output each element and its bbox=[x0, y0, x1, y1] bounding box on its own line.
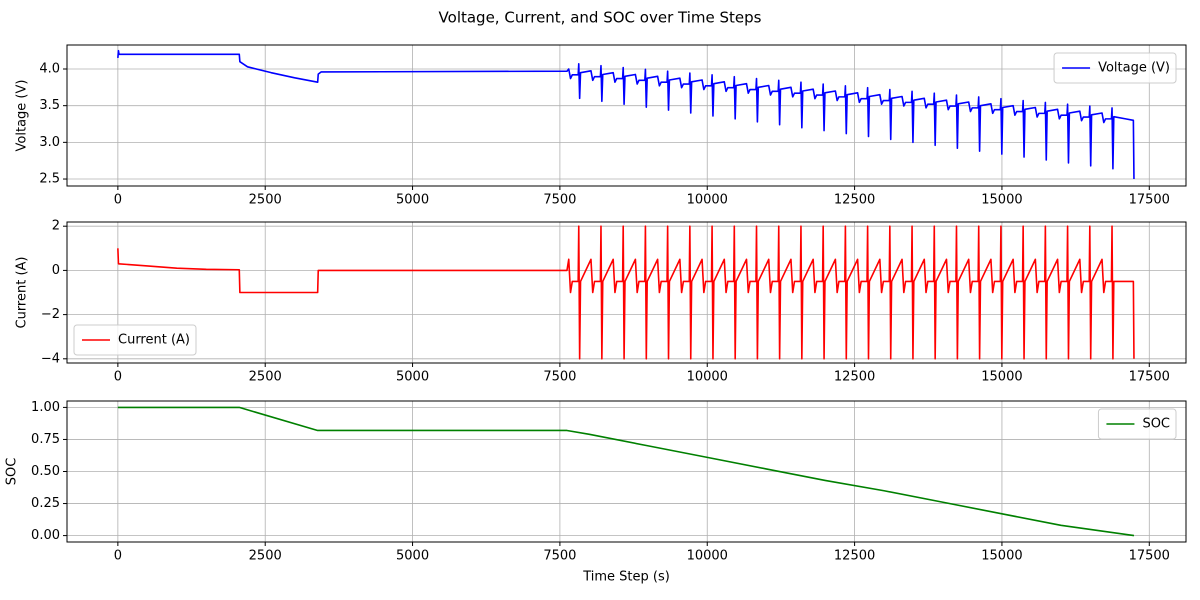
x-tick-label: 5000 bbox=[396, 193, 429, 208]
y-tick-label: −4 bbox=[41, 351, 60, 366]
legend: Voltage (V) bbox=[1053, 52, 1177, 84]
x-tick-label: 10000 bbox=[687, 193, 728, 208]
x-tick-label: 2500 bbox=[249, 370, 282, 385]
x-tick-label: 12500 bbox=[834, 370, 875, 385]
x-axis-label: Time Step (s) bbox=[582, 570, 670, 585]
x-tick-label: 0 bbox=[114, 370, 122, 385]
legend-label: Voltage (V) bbox=[1098, 61, 1170, 76]
x-tick-label: 0 bbox=[114, 193, 122, 208]
legend-box bbox=[1097, 408, 1177, 440]
y-tick-label: 0.00 bbox=[31, 528, 60, 543]
y-tick-label: 2 bbox=[52, 219, 60, 234]
x-tick-label: 0 bbox=[114, 549, 122, 564]
y-tick-label: 2.5 bbox=[39, 172, 60, 187]
legend-label: SOC bbox=[1142, 417, 1170, 432]
x-tick-label: 10000 bbox=[687, 370, 728, 385]
x-tick-label: 17500 bbox=[1129, 193, 1170, 208]
legend: Current (A) bbox=[73, 324, 197, 356]
x-tick-label: 5000 bbox=[396, 549, 429, 564]
legend-label: Current (A) bbox=[118, 333, 190, 348]
axes-frame bbox=[66, 221, 1187, 364]
x-tick-label: 7500 bbox=[543, 549, 576, 564]
x-tick-label: 10000 bbox=[687, 549, 728, 564]
series-line bbox=[117, 49, 1135, 180]
axes-frame bbox=[66, 400, 1187, 543]
x-tick-label: 7500 bbox=[543, 370, 576, 385]
legend-box bbox=[73, 324, 197, 356]
legend-box bbox=[1053, 52, 1177, 84]
y-tick-label: 0 bbox=[52, 263, 60, 278]
series-line bbox=[117, 406, 1135, 537]
series-line bbox=[117, 225, 1135, 360]
y-tick-label: 3.0 bbox=[39, 135, 60, 150]
y-axis-label: Current (A) bbox=[15, 257, 30, 329]
figure-title: Voltage, Current, and SOC over Time Step… bbox=[439, 9, 762, 27]
y-tick-label: −2 bbox=[41, 307, 60, 322]
x-tick-label: 17500 bbox=[1129, 370, 1170, 385]
x-tick-label: 12500 bbox=[834, 193, 875, 208]
y-tick-label: 0.75 bbox=[31, 432, 60, 447]
y-tick-label: 0.25 bbox=[31, 496, 60, 511]
x-tick-label: 2500 bbox=[249, 549, 282, 564]
y-tick-label: 0.50 bbox=[31, 464, 60, 479]
x-tick-label: 15000 bbox=[981, 370, 1022, 385]
x-tick-label: 15000 bbox=[981, 549, 1022, 564]
legend: SOC bbox=[1097, 408, 1177, 440]
y-axis-label: Voltage (V) bbox=[15, 80, 30, 152]
x-tick-label: 2500 bbox=[249, 193, 282, 208]
x-tick-label: 17500 bbox=[1129, 549, 1170, 564]
y-tick-label: 4.0 bbox=[39, 61, 60, 76]
x-tick-label: 12500 bbox=[834, 549, 875, 564]
y-tick-label: 3.5 bbox=[39, 98, 60, 113]
x-tick-label: 5000 bbox=[396, 370, 429, 385]
y-axis-label: SOC bbox=[5, 458, 20, 486]
x-tick-label: 7500 bbox=[543, 193, 576, 208]
axes-frame bbox=[66, 44, 1187, 187]
y-tick-label: 1.00 bbox=[31, 400, 60, 415]
x-tick-label: 15000 bbox=[981, 193, 1022, 208]
